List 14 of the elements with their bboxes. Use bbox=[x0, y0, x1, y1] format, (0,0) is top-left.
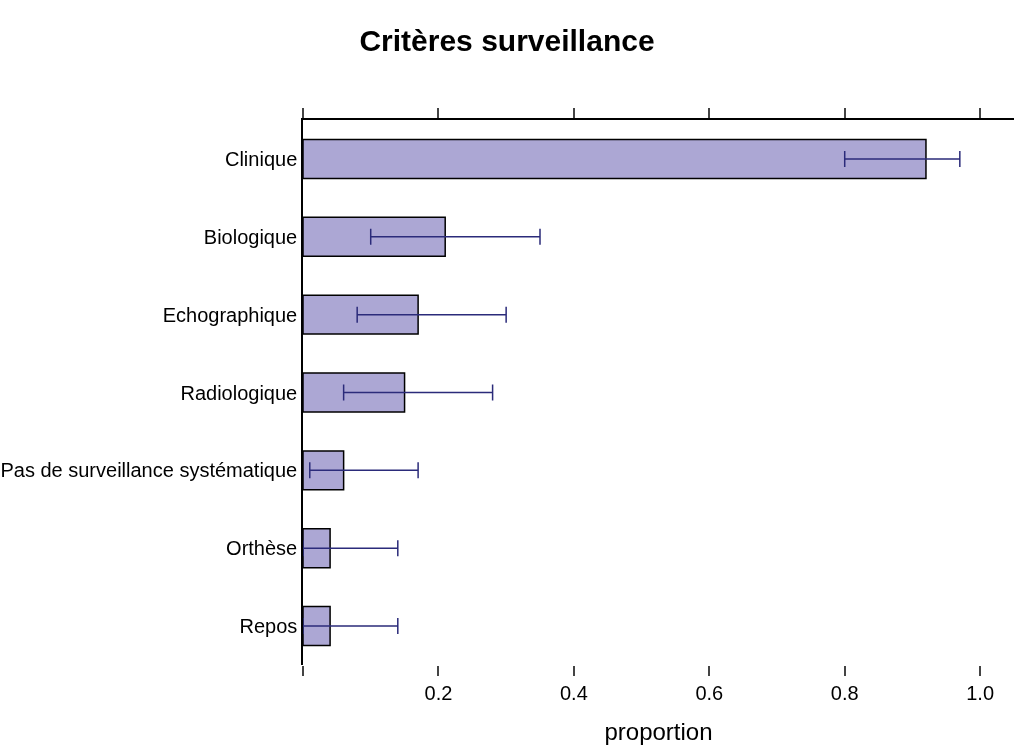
chart-title: Critères surveillance bbox=[359, 23, 655, 57]
x-tick-label: 0.2 bbox=[424, 682, 453, 704]
x-tick-label: 0.4 bbox=[559, 682, 588, 704]
x-axis-title: proportion bbox=[604, 718, 713, 745]
y-tick-label: Radiologique bbox=[180, 381, 298, 404]
y-tick-label: Repos bbox=[239, 615, 298, 638]
x-tick-label: 1.0 bbox=[966, 682, 995, 704]
y-tick-label: Biologique bbox=[203, 225, 298, 248]
y-tick-label: Pas de surveillance systématique bbox=[0, 459, 298, 482]
y-tick-label: Echographique bbox=[162, 303, 298, 326]
x-tick-label: 0.8 bbox=[830, 682, 859, 704]
y-tick-label: Orthèse bbox=[226, 537, 298, 560]
x-tick-label: 0.6 bbox=[695, 682, 724, 704]
y-tick-label: Clinique bbox=[224, 147, 298, 170]
